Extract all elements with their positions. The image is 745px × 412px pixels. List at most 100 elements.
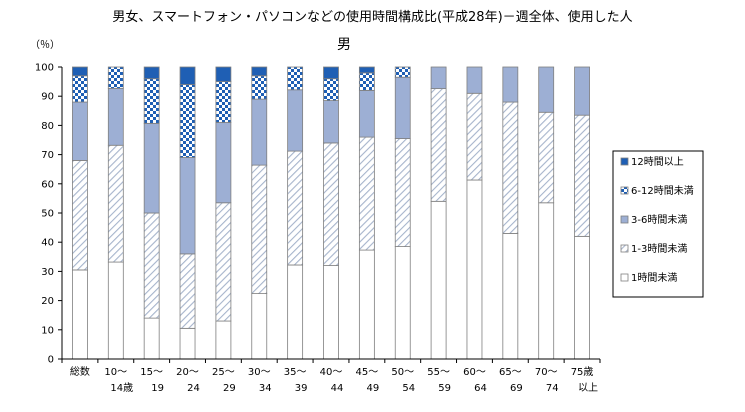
bar-segment <box>143 317 160 360</box>
x-tick-label: 14歳 <box>110 382 133 394</box>
bar-segment <box>251 164 268 294</box>
legend-swatch <box>620 273 629 282</box>
bar-segment <box>143 66 160 80</box>
x-axis: 総数 10～ 14歳 15～ 19 20～ 24 25～ 29 30～ 34 35～ 39 40～ 44 45… <box>61 358 601 394</box>
bar-segment <box>323 100 339 144</box>
x-tick-label: 35～ <box>284 367 307 378</box>
bar-segment <box>466 92 483 181</box>
x-tick-label: 75歳 <box>571 366 594 378</box>
bar-segment <box>215 202 232 322</box>
x-tick-label: 70～ <box>535 367 558 378</box>
x-tick-label: 30～ <box>248 367 271 378</box>
bar-segment <box>358 89 375 138</box>
bar-segment <box>538 202 555 360</box>
bar-segment <box>394 76 411 139</box>
bar-segment <box>107 87 124 146</box>
legend: 12時間以上 6-12時間未満 3-6時間未満 1-3時間未満 1時間未満 <box>612 150 704 298</box>
bar-segment <box>251 66 268 77</box>
bars-group <box>72 66 590 360</box>
bar-segment <box>466 179 483 360</box>
x-tick-label: 総数 <box>70 365 90 378</box>
x-tick-label: 59 <box>438 383 451 394</box>
bar-segment <box>430 200 447 360</box>
x-tick-label: 15～ <box>140 367 163 378</box>
bar-segment <box>215 66 232 83</box>
y-axis: 0 10 20 30 40 50 60 70 80 90 100 <box>35 63 63 366</box>
bar-segment <box>574 235 590 360</box>
bar-segment <box>179 84 196 158</box>
legend-swatch <box>620 157 629 166</box>
bar-segment <box>179 157 196 255</box>
bar-segment <box>215 81 232 123</box>
bar-segment <box>358 72 375 91</box>
legend-label: 12時間以上 <box>631 156 684 168</box>
bar-segment <box>251 98 268 166</box>
x-tick-label: 49 <box>366 383 379 394</box>
bar-segment <box>358 249 375 360</box>
x-tick-label: 25～ <box>212 367 235 378</box>
x-tick-label: 34 <box>259 383 272 394</box>
bar-segment <box>502 233 519 360</box>
bar-segment <box>323 66 339 80</box>
bar-segment <box>323 78 339 101</box>
bar-segment <box>179 253 196 329</box>
y-tick-label: 70 <box>41 150 54 161</box>
x-tick-label: 40～ <box>320 367 343 378</box>
x-tick-label: 44 <box>331 383 344 394</box>
bar-segment <box>502 66 519 103</box>
y-axis-unit-label: （％） <box>30 39 60 51</box>
bar-segment <box>574 114 590 237</box>
bar-segment <box>107 144 124 263</box>
bar-segment <box>107 261 124 360</box>
y-tick-label: 100 <box>35 63 54 74</box>
x-tick-label: 60～ <box>463 367 486 378</box>
y-tick-label: 30 <box>41 267 54 278</box>
y-tick-label: 90 <box>41 92 54 103</box>
bar-segment <box>215 320 232 360</box>
bar-segment <box>358 66 375 74</box>
x-tick-label: 55～ <box>427 367 450 378</box>
bar-segment <box>394 246 411 360</box>
x-tick-label: 65～ <box>499 367 522 378</box>
bar-segment <box>143 122 160 214</box>
bar-segment <box>215 122 232 204</box>
x-tick-label: 50～ <box>391 367 414 378</box>
bar-segment <box>72 101 88 161</box>
bar-segment <box>143 212 160 319</box>
y-tick-label: 40 <box>41 238 54 249</box>
bar-segment <box>538 66 555 113</box>
x-tick-label: 54 <box>402 383 415 394</box>
bar-segment <box>323 265 339 360</box>
bar-segment <box>394 66 411 78</box>
x-tick-label: 39 <box>295 383 308 394</box>
bar-segment <box>394 138 411 247</box>
bar-segment <box>179 327 196 360</box>
x-tick-label: 24 <box>187 383 200 394</box>
bar-segment <box>287 150 304 266</box>
bar-segment <box>179 66 196 85</box>
x-tick-label: 10～ <box>104 367 127 378</box>
x-tick-label: 以上 <box>578 382 598 394</box>
bar-segment <box>430 66 447 90</box>
bar-segment <box>287 89 304 152</box>
x-tick-label: 64 <box>474 383 487 394</box>
x-tick-label: 69 <box>510 383 523 394</box>
legend-swatch <box>620 186 629 195</box>
bar-segment <box>466 66 483 94</box>
bar-segment <box>251 293 268 360</box>
x-tick-label: 29 <box>223 383 236 394</box>
legend-swatch <box>620 244 629 253</box>
x-tick-label: 74 <box>546 383 559 394</box>
chart-title: 男 <box>337 37 351 53</box>
bar-segment <box>502 101 519 234</box>
bar-segment <box>143 78 160 124</box>
bar-segment <box>72 269 88 360</box>
bar-segment <box>251 75 268 100</box>
page-title: 男女、スマートフォン・パソコンなどの使用時間構成比(平成28年)－週全体、使用し… <box>112 10 633 25</box>
x-tick-label: 45～ <box>355 367 378 378</box>
legend-label: 3-6時間未満 <box>631 214 687 226</box>
y-tick-label: 50 <box>41 209 54 220</box>
bar-segment <box>72 75 88 103</box>
bar-segment <box>538 111 555 204</box>
bar-segment <box>574 66 590 116</box>
